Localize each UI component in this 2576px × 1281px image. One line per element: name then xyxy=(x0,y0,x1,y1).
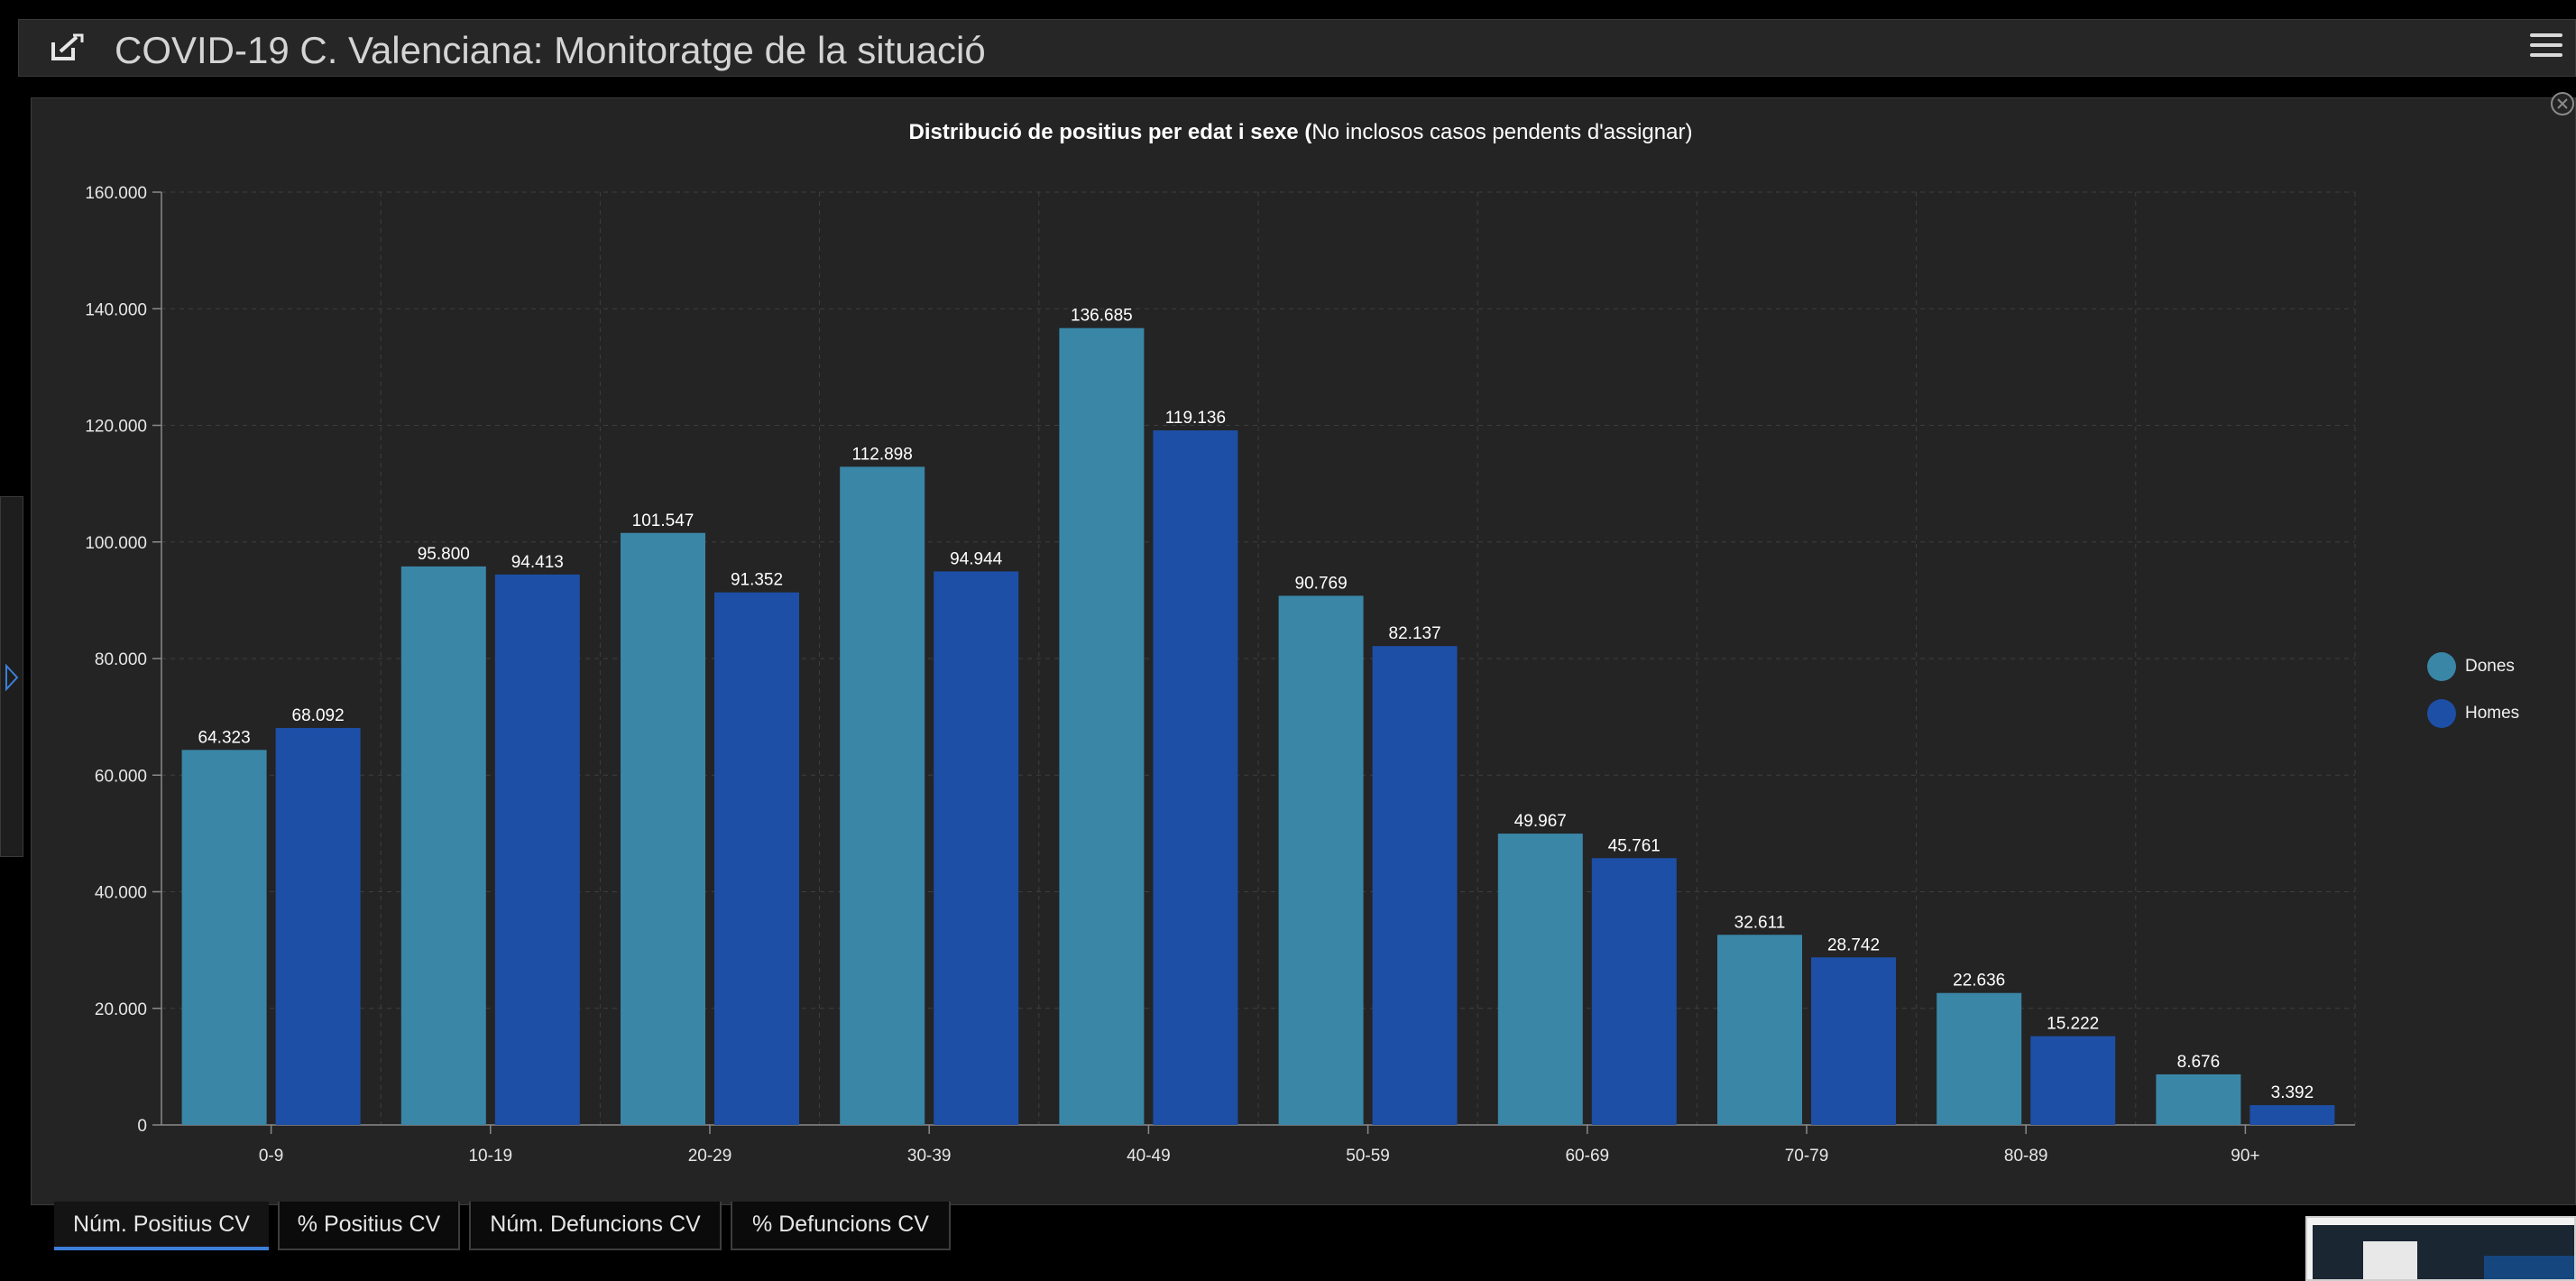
bar-dones xyxy=(840,466,925,1125)
chart-legend: Dones Homes xyxy=(2427,652,2519,746)
data-label-dones: 64.323 xyxy=(198,728,251,747)
hamburger-menu-icon[interactable] xyxy=(2526,27,2566,69)
x-tick-label: 90+ xyxy=(2231,1147,2259,1166)
bar-chart: 0 20.000 40.000 60.000 80.000 100.000 120.000 1… xyxy=(85,184,2356,1166)
bar-dones xyxy=(621,532,705,1125)
data-label-dones: 32.611 xyxy=(1734,913,1786,932)
data-label-dones: 90.769 xyxy=(1295,574,1348,593)
data-label-homes: 119.136 xyxy=(1165,409,1226,428)
bar-homes xyxy=(2030,1036,2116,1125)
data-label-dones: 49.967 xyxy=(1514,812,1567,831)
y-tick-label: 80.000 xyxy=(95,650,147,669)
bar-homes xyxy=(1591,858,1677,1125)
tab-num-defuncions[interactable]: Núm. Defuncions CV xyxy=(469,1202,722,1250)
bar-dones xyxy=(400,566,486,1125)
data-label-dones: 95.800 xyxy=(418,545,470,564)
expand-arrow-icon xyxy=(5,664,19,691)
bar-dones xyxy=(1278,595,1364,1125)
chart-title-bold: Distribució de positius per edat i sexe … xyxy=(908,120,1312,144)
app-logo-icon xyxy=(51,33,84,60)
bar-homes xyxy=(934,571,1019,1125)
data-label-homes: 91.352 xyxy=(731,571,783,590)
tab-num-positius[interactable]: Núm. Positius CV xyxy=(54,1202,269,1250)
legend-label-homes: Homes xyxy=(2465,704,2520,723)
data-label-dones: 22.636 xyxy=(1953,972,2005,991)
legend-swatch-homes xyxy=(2427,699,2456,728)
data-label-homes: 3.392 xyxy=(2271,1083,2314,1102)
bar-dones xyxy=(2156,1074,2241,1125)
bar-dones xyxy=(1717,935,1802,1125)
x-tick-label: 50-59 xyxy=(1346,1147,1390,1166)
thumbnail-map xyxy=(2363,1241,2417,1279)
bar-homes xyxy=(1811,957,1896,1125)
data-label-dones: 101.547 xyxy=(632,511,695,530)
thumbnail-content xyxy=(2313,1225,2574,1279)
y-tick-label: 100.000 xyxy=(85,534,147,553)
x-tick-label: 0-9 xyxy=(259,1147,283,1166)
x-tick-label: 70-79 xyxy=(1785,1147,1829,1166)
chart-title: Distribució de positius per edat i sexe … xyxy=(32,120,2570,145)
data-label-homes: 82.137 xyxy=(1389,624,1441,643)
bar-dones xyxy=(1497,834,1583,1125)
data-label-dones: 112.898 xyxy=(852,445,913,464)
x-tick-label: 60-69 xyxy=(1565,1147,1609,1166)
tab-pct-defuncions[interactable]: % Defuncions CV xyxy=(731,1202,951,1250)
bar-dones xyxy=(1059,327,1145,1125)
data-label-homes: 28.742 xyxy=(1827,935,1880,954)
data-label-homes: 15.222 xyxy=(2047,1015,2099,1034)
bar-homes xyxy=(2249,1105,2335,1125)
legend-swatch-dones xyxy=(2427,652,2456,681)
data-label-dones: 136.685 xyxy=(1071,307,1133,326)
overview-thumbnail[interactable] xyxy=(2305,1216,2576,1281)
y-tick-label: 40.000 xyxy=(95,884,147,903)
data-label-dones: 8.676 xyxy=(2177,1053,2221,1072)
tab-pct-positius[interactable]: % Positius CV xyxy=(278,1202,460,1250)
y-tick-label: 140.000 xyxy=(85,300,147,319)
data-label-homes: 68.092 xyxy=(292,706,345,725)
bar-homes xyxy=(1153,430,1238,1125)
bar-homes xyxy=(1372,646,1458,1125)
bar-homes xyxy=(714,592,799,1125)
app-title: COVID-19 C. Valenciana: Monitoratge de l… xyxy=(115,29,986,71)
chart-title-rest: No inclosos casos pendents d'assignar) xyxy=(1311,120,1693,144)
x-tick-label: 10-19 xyxy=(468,1147,512,1166)
data-label-homes: 94.413 xyxy=(511,553,564,572)
legend-label-dones: Dones xyxy=(2465,657,2515,676)
x-tick-label: 40-49 xyxy=(1127,1147,1171,1166)
legend-item-dones[interactable]: Dones xyxy=(2427,652,2519,681)
y-tick-label: 160.000 xyxy=(85,184,147,203)
bar-homes xyxy=(275,727,361,1125)
x-tick-label: 80-89 xyxy=(2004,1147,2048,1166)
y-tick-label: 0 xyxy=(137,1117,147,1136)
app-header: COVID-19 C. Valenciana: Monitoratge de l… xyxy=(18,19,2576,77)
bar-homes xyxy=(494,574,580,1125)
x-tick-label: 20-29 xyxy=(688,1147,732,1166)
thumbnail-chart xyxy=(2484,1256,2574,1279)
chart-panel: 0 20.000 40.000 60.000 80.000 100.000 120.000 1… xyxy=(31,92,2576,1205)
bar-dones xyxy=(1937,992,2022,1125)
fullscreen-icon[interactable] xyxy=(2550,91,2575,116)
x-tick-label: 30-39 xyxy=(907,1147,952,1166)
side-panel-toggle[interactable] xyxy=(0,496,23,857)
y-tick-label: 20.000 xyxy=(95,1000,147,1019)
data-label-homes: 94.944 xyxy=(950,549,1003,568)
data-label-homes: 45.761 xyxy=(1608,836,1661,855)
legend-item-homes[interactable]: Homes xyxy=(2427,699,2519,728)
y-tick-label: 60.000 xyxy=(95,767,147,786)
bar-dones xyxy=(181,750,267,1125)
y-tick-label: 120.000 xyxy=(85,418,147,437)
